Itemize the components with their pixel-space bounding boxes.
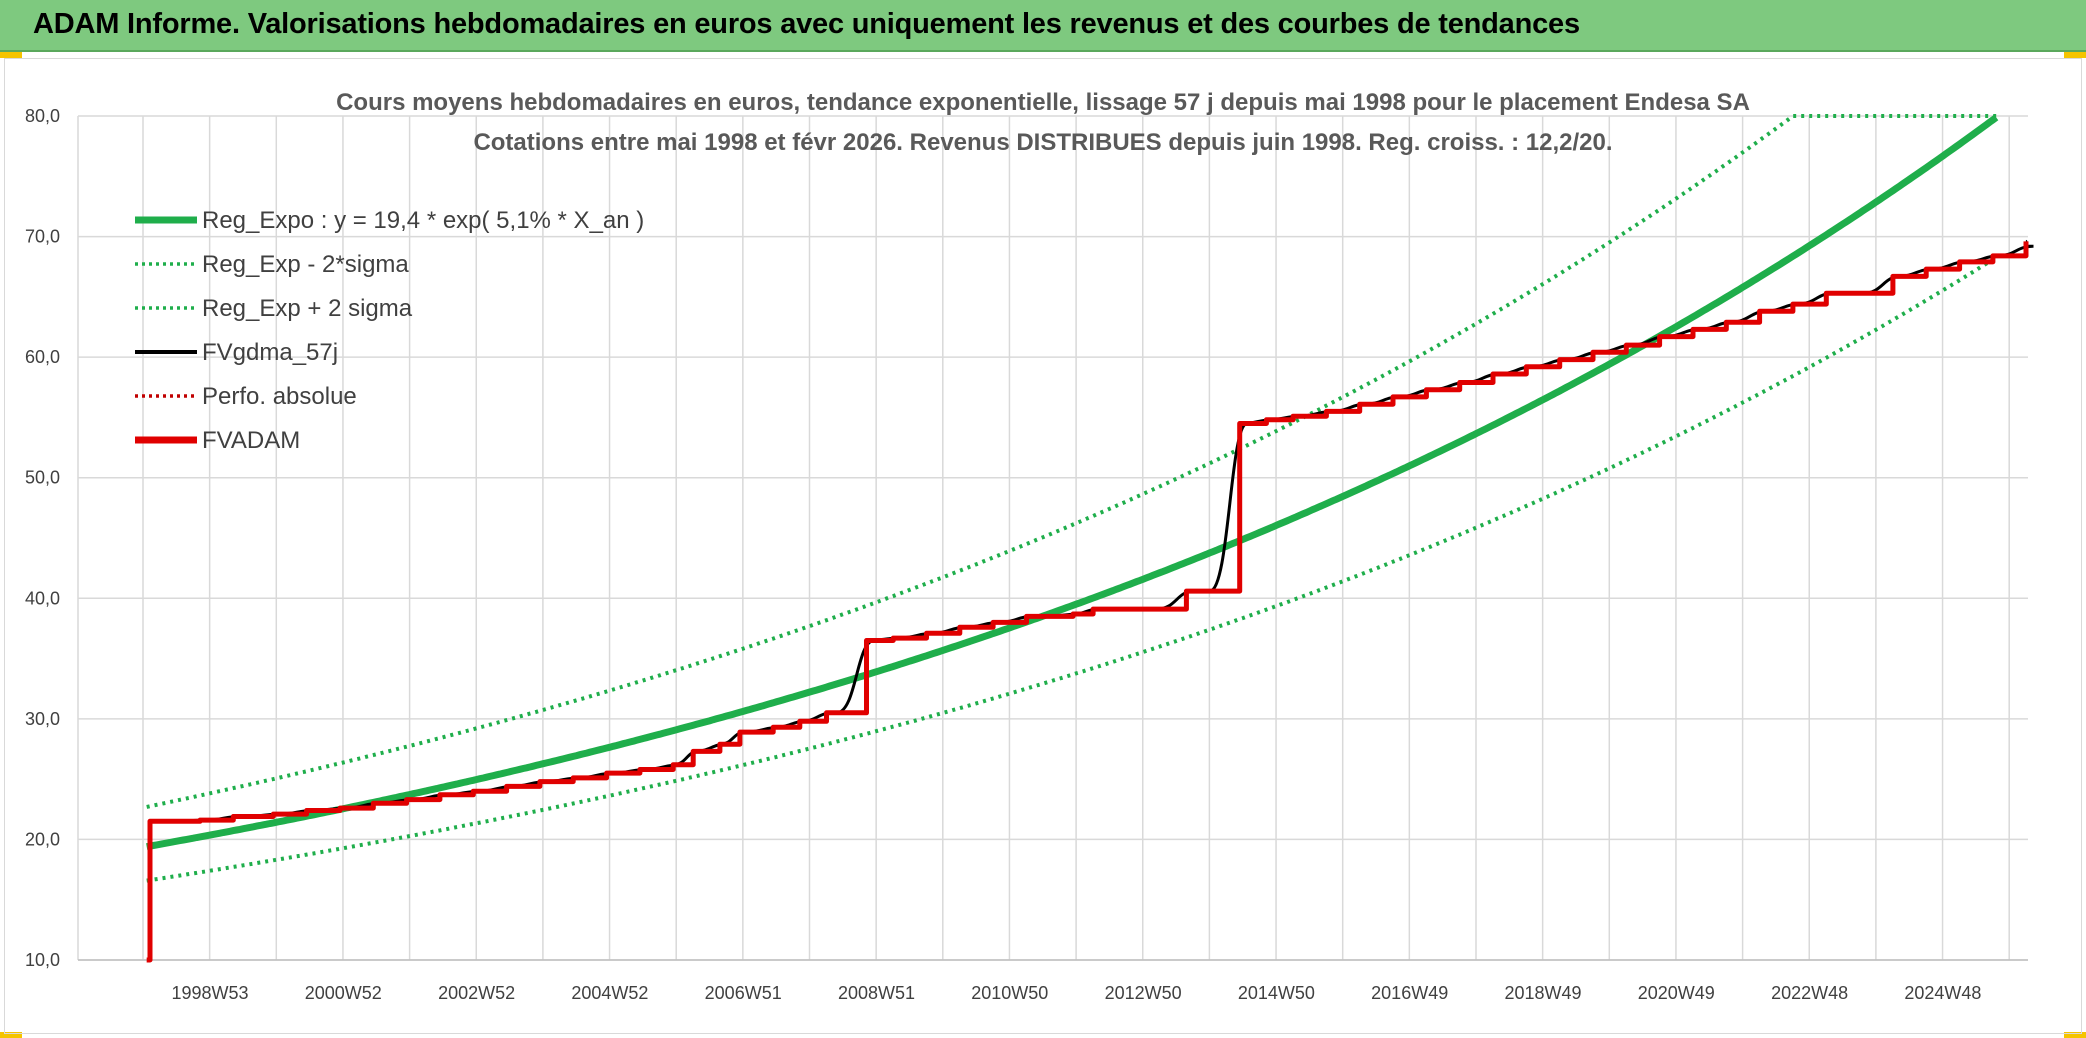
y-tick-label: 30,0 <box>25 709 60 729</box>
chart-frame <box>4 58 2082 1034</box>
series-reg-expo <box>146 114 1999 851</box>
x-tick-label: 2000W52 <box>305 983 382 1003</box>
chart-subtitle-line-2: Cotations entre mai 1998 et févr 2026. R… <box>473 129 1612 156</box>
x-tick-label: 2014W50 <box>1238 983 1315 1003</box>
y-tick-label: 50,0 <box>25 468 60 488</box>
corner-marker-right <box>2064 52 2086 58</box>
y-tick-label: 10,0 <box>25 950 60 970</box>
chart-subtitle-line-1: Cours moyens hebdomadaires en euros, ten… <box>336 89 1750 116</box>
x-tick-label: 2020W49 <box>1638 983 1715 1003</box>
series-fvadam <box>146 241 2029 963</box>
legend-label: FVADAM <box>202 427 300 454</box>
series-fvgdma-57j <box>150 239 2034 823</box>
page-title: ADAM Informe. Valorisations hebdomadaire… <box>33 8 1580 40</box>
header-bar: ADAM Informe. Valorisations hebdomadaire… <box>0 0 2086 52</box>
y-axis-ticks: 10,0 20,0 30,0 40,0 50,0 60,0 70,0 80,0 <box>25 106 60 970</box>
series-reg-exp-plus-2sigma <box>146 114 1997 809</box>
x-tick-label: 2022W48 <box>1771 983 1848 1003</box>
legend-label: FVgdma_57j <box>202 339 338 366</box>
y-tick-label: 60,0 <box>25 347 60 367</box>
legend-label: Perfo. absolue <box>202 383 357 410</box>
x-tick-label: 2024W48 <box>1904 983 1981 1003</box>
x-tick-label: 2018W49 <box>1504 983 1581 1003</box>
series-layer <box>146 114 2034 963</box>
corner-marker-bottom-right <box>2064 1032 2086 1038</box>
x-tick-label: 2012W50 <box>1105 983 1182 1003</box>
corner-marker-left <box>0 52 22 58</box>
x-axis-ticks: 1998W53 2000W52 2002W52 2004W52 2006W51 2008W… <box>171 983 1981 1003</box>
legend-label: Reg_Exp + 2 sigma <box>202 295 413 322</box>
y-tick-label: 40,0 <box>25 588 60 608</box>
grid-lines <box>77 115 2028 961</box>
x-tick-label: 2008W51 <box>838 983 915 1003</box>
x-tick-label: 2006W51 <box>705 983 782 1003</box>
x-tick-label: 1998W53 <box>171 983 248 1003</box>
y-tick-label: 70,0 <box>25 227 60 247</box>
legend-label: Reg_Exp - 2*sigma <box>202 251 409 278</box>
y-tick-label: 20,0 <box>25 829 60 849</box>
legend-label: Reg_Expo : y = 19,4 * exp( 5,1% * X_an ) <box>202 207 644 234</box>
corner-marker-bottom-left <box>0 1032 22 1038</box>
x-tick-label: 2004W52 <box>571 983 648 1003</box>
x-tick-label: 2010W50 <box>971 983 1048 1003</box>
legend: Reg_Expo : y = 19,4 * exp( 5,1% * X_an )… <box>135 207 644 454</box>
y-tick-label: 80,0 <box>25 106 60 126</box>
x-tick-label: 2016W49 <box>1371 983 1448 1003</box>
series-reg-exp-minus-2sigma <box>146 255 1998 883</box>
x-tick-label: 2002W52 <box>438 983 515 1003</box>
